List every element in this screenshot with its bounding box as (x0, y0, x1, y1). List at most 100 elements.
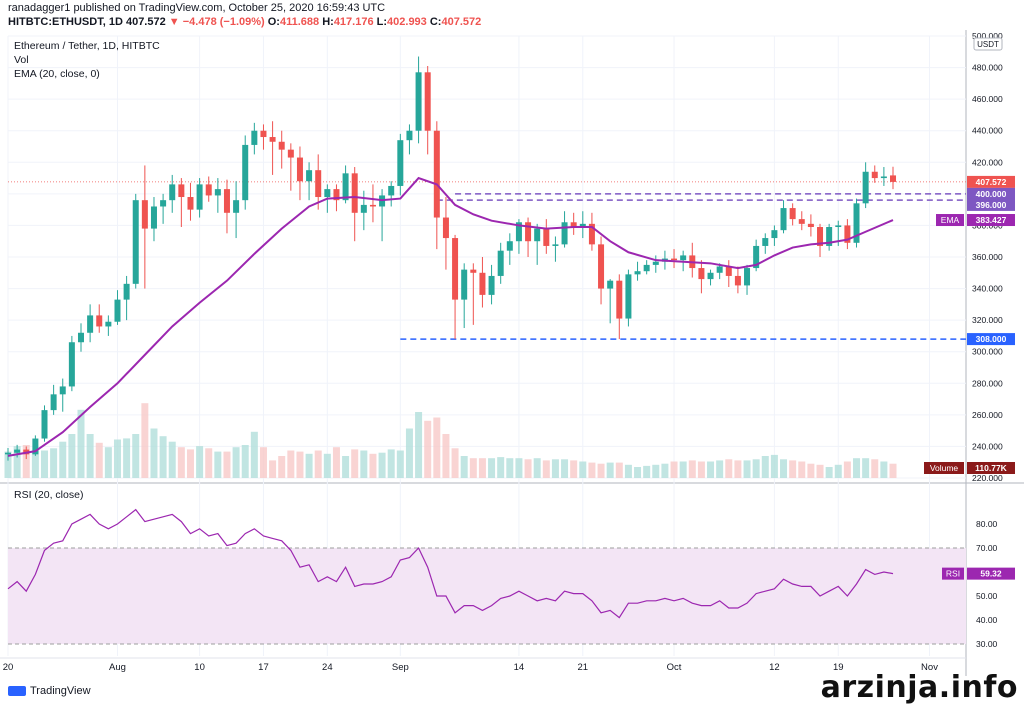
rsi-label: RSI (946, 569, 960, 579)
candle-body (351, 173, 358, 213)
volume-bar (506, 458, 514, 478)
candle-body (771, 230, 778, 239)
y-tick-label: 420.000 (972, 157, 1003, 167)
x-tick-label: 24 (322, 662, 333, 673)
volume-bar (378, 452, 386, 478)
x-tick-label: Aug (109, 662, 126, 673)
candle-body (452, 238, 459, 300)
candle-body (87, 315, 94, 333)
volume-bar (305, 453, 313, 478)
x-tick-label: 19 (833, 662, 844, 673)
volume-bar (834, 464, 842, 478)
candle-body (616, 280, 623, 319)
y-tick-label: 260.000 (972, 410, 1003, 420)
volume-bar (770, 454, 778, 478)
volume-bar (369, 453, 377, 478)
x-tick-label: 20 (3, 662, 14, 673)
volume-bar (259, 447, 267, 478)
volume-bar (287, 450, 295, 478)
volume-bar (679, 461, 687, 478)
candle-body (442, 217, 449, 239)
candle-body (588, 223, 595, 245)
volume-bar (789, 460, 797, 478)
candle-body (68, 342, 75, 387)
candle-body (223, 189, 230, 213)
price-change: −4.478 (−1.09%) (182, 16, 265, 28)
candle-body (680, 255, 687, 261)
volume-bar (50, 448, 58, 478)
x-tick-label: Oct (667, 662, 682, 673)
x-tick-label: 12 (769, 662, 780, 673)
y-tick-label: 460.000 (972, 94, 1003, 104)
candle-body (260, 130, 267, 138)
rsi-tick-label: 80.00 (976, 519, 998, 529)
volume-bar (862, 458, 870, 478)
volume-bar (278, 456, 286, 478)
candle-body (543, 228, 550, 246)
volume-bar (624, 464, 632, 478)
rsi-line (7, 508, 894, 619)
candle-body (397, 140, 404, 186)
volume-bar (752, 459, 760, 478)
volume-bar (104, 447, 112, 478)
level-308-tag: 308.000 (976, 334, 1007, 344)
volume-bar (132, 434, 140, 478)
level-400-tag: 400.000 (976, 189, 1007, 199)
rsi-label-bg (942, 567, 964, 580)
level-396-tag: 396.000 (976, 200, 1007, 210)
candle-body (214, 189, 221, 196)
candle-body (32, 438, 39, 455)
low-label: L: (376, 16, 388, 28)
volume-bar (725, 459, 733, 478)
candle-body (753, 245, 760, 269)
tradingview-logo[interactable]: TradingView (8, 685, 91, 697)
volume-bar (524, 459, 532, 478)
last-price-tag-bg (967, 175, 1015, 188)
volume-bar (13, 446, 21, 478)
close-label: C: (429, 16, 442, 28)
y-tick-label: 360.000 (972, 252, 1003, 262)
candle-body (643, 264, 650, 272)
volume-bar (780, 459, 788, 478)
volume-bar (643, 465, 651, 478)
ema-line (7, 176, 894, 457)
volume-bar (761, 456, 769, 478)
candle-body (625, 274, 632, 319)
level-308-tag-bg (967, 333, 1015, 346)
candle-body (817, 227, 824, 246)
volume-bar (460, 456, 468, 478)
rsi-band (8, 548, 966, 644)
volume-bar (342, 456, 350, 478)
volume-bar (734, 460, 742, 478)
level-400-tag-bg (967, 187, 1015, 200)
volume-bar (825, 467, 833, 478)
volume-bar (478, 458, 486, 478)
tradingview-icon (8, 686, 26, 696)
volume-bar (123, 438, 131, 478)
candle-body (360, 204, 367, 213)
close-value: 407.572 (441, 16, 482, 28)
candle-body (59, 386, 66, 395)
volume-bar (323, 453, 331, 478)
volume-bar (570, 460, 578, 478)
candle-body (579, 223, 586, 228)
volume-bar (816, 464, 824, 478)
candle-body (525, 222, 532, 242)
candle-body (233, 200, 240, 213)
candle-body (744, 268, 751, 286)
candle-body (497, 250, 504, 276)
volume-bar (177, 447, 185, 478)
candle-body (534, 228, 541, 242)
x-tick-label: 14 (514, 662, 525, 673)
y-tick-label: 500.000 (972, 31, 1003, 41)
candle-body (470, 269, 477, 273)
volume-label: Volume (930, 463, 959, 473)
volume-bar (707, 461, 715, 478)
volume-bar (497, 457, 505, 478)
volume-bar (351, 449, 359, 478)
candle-body (132, 200, 139, 284)
volume-bar (68, 434, 76, 478)
volume-bar (488, 458, 496, 478)
volume-bar (241, 445, 249, 478)
